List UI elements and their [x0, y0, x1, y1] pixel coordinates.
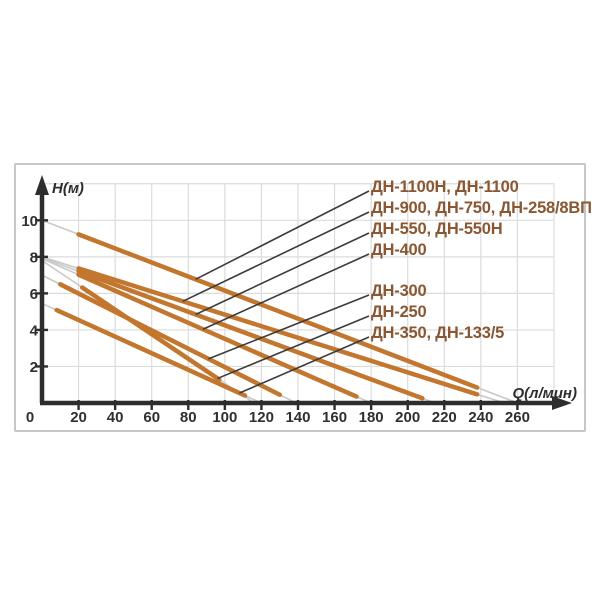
pump-curve [76, 272, 359, 399]
pump-curve [76, 232, 480, 390]
x-tick-label: 240 [468, 409, 493, 426]
pump-curve [54, 307, 248, 398]
x-tick-label: 20 [70, 409, 87, 426]
legend-label-dn1100: ДН-1100Н, ДН-1100 [371, 178, 519, 196]
x-tick-label: 200 [395, 409, 420, 426]
y-tick-label: 8 [30, 249, 38, 266]
legend-label-dn300: ДН-300 [371, 282, 427, 300]
x-tick-label: 100 [212, 409, 237, 426]
legend-callout-line [195, 232, 370, 316]
legend-callout-line [182, 211, 370, 303]
y-axis-title: H(м) [52, 180, 84, 197]
legend-callout-line [239, 336, 370, 394]
legend-callout-line [202, 253, 370, 330]
legend-callout-line [217, 315, 370, 380]
legend-label-dn250: ДН-250 [371, 303, 427, 321]
x-tick-label: 40 [107, 409, 124, 426]
x-tick-label: 60 [143, 409, 160, 426]
x-tick-label: 260 [505, 409, 530, 426]
legend-label-dn900: ДН-900, ДН-750, ДН-258/8ВП [371, 199, 592, 217]
origin-label: 0 [26, 409, 34, 426]
x-axis-arrow-icon [552, 396, 572, 410]
y-axis-arrow-icon [35, 175, 49, 195]
y-tick-label: 10 [21, 213, 38, 230]
x-tick-label: 140 [285, 409, 310, 426]
pump-curve [76, 269, 425, 401]
chart-frame: 20 40 60 80 100 120 140 160 180 200 220 240 260 2 4 6 8 1… [14, 163, 592, 432]
x-tick-label: 120 [249, 409, 274, 426]
pump-curves-chart: 20 40 60 80 100 120 140 160 180 200 220 240 26024681… [21, 175, 577, 426]
legend-callout-line [195, 190, 370, 281]
legend-label-dn550: ДН-550, ДН-550Н [371, 220, 503, 238]
x-tick-label: 180 [359, 409, 384, 426]
y-tick-label: 2 [30, 359, 38, 376]
legend-label-dn350: ДН-350, ДН-133/5 [371, 324, 505, 342]
x-axis-title: Q(л/мин) [513, 385, 577, 402]
x-tick-label: 220 [432, 409, 457, 426]
pump-curve [58, 282, 282, 397]
pump-curve [79, 285, 222, 382]
x-tick-label: 80 [180, 409, 197, 426]
legend-label-dn400: ДН-400 [371, 241, 427, 259]
x-tick-label: 160 [322, 409, 347, 426]
legend-callout-line [208, 294, 370, 360]
y-tick-label: 4 [30, 322, 39, 339]
y-tick-label: 6 [30, 286, 38, 303]
